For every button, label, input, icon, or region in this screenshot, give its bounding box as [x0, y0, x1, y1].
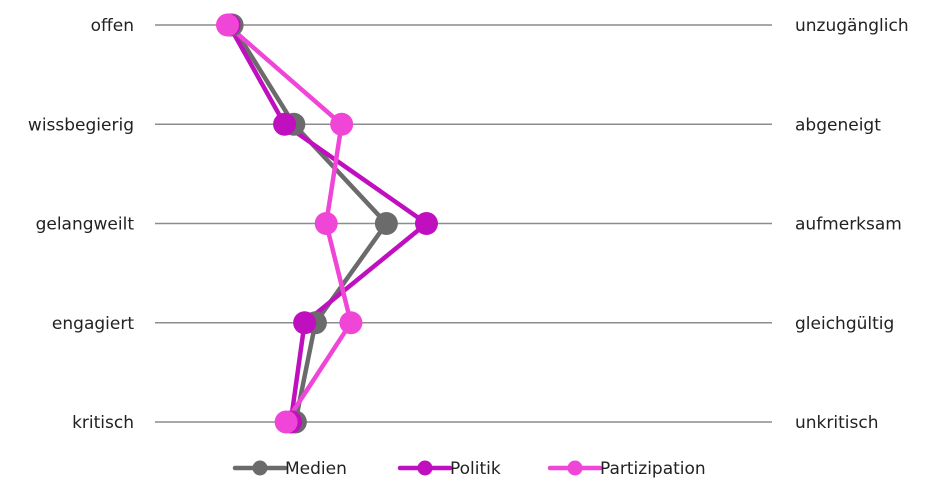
data-point	[293, 311, 317, 335]
legend-label: Politik	[450, 459, 501, 479]
left-axis-labels: offen wissbegierig gelangweilt engagiert kri…	[28, 16, 134, 433]
left-label: engagiert	[52, 314, 134, 334]
right-label: abgeneigt	[795, 115, 881, 135]
data-point	[273, 112, 297, 136]
data-point	[314, 212, 338, 235]
left-label: offen	[91, 16, 134, 36]
data-point	[330, 112, 354, 136]
data-point	[339, 311, 363, 335]
right-label: aufmerksam	[795, 215, 902, 235]
left-label: gelangweilt	[36, 215, 135, 235]
legend-label: Medien	[285, 459, 347, 479]
legend-label: Partizipation	[600, 459, 706, 479]
right-label: gleichgültig	[795, 314, 894, 334]
data-point	[414, 212, 438, 235]
left-label: kritisch	[72, 413, 134, 433]
data-point	[215, 13, 239, 37]
gridlines	[155, 24, 772, 423]
legend: Medien Politik Partizipation	[232, 459, 706, 479]
data-point	[274, 410, 298, 434]
legend-swatch-marker	[567, 460, 583, 476]
legend-swatch-marker	[252, 460, 268, 476]
data-point	[374, 212, 398, 235]
right-axis-labels: unzugänglich abgeneigt aufmerksam gleichgül…	[795, 16, 909, 433]
legend-swatch-marker	[417, 460, 433, 476]
right-label: unkritisch	[795, 413, 878, 433]
left-label: wissbegierig	[28, 115, 134, 135]
series-points	[215, 13, 438, 434]
right-label: unzugänglich	[795, 16, 909, 36]
